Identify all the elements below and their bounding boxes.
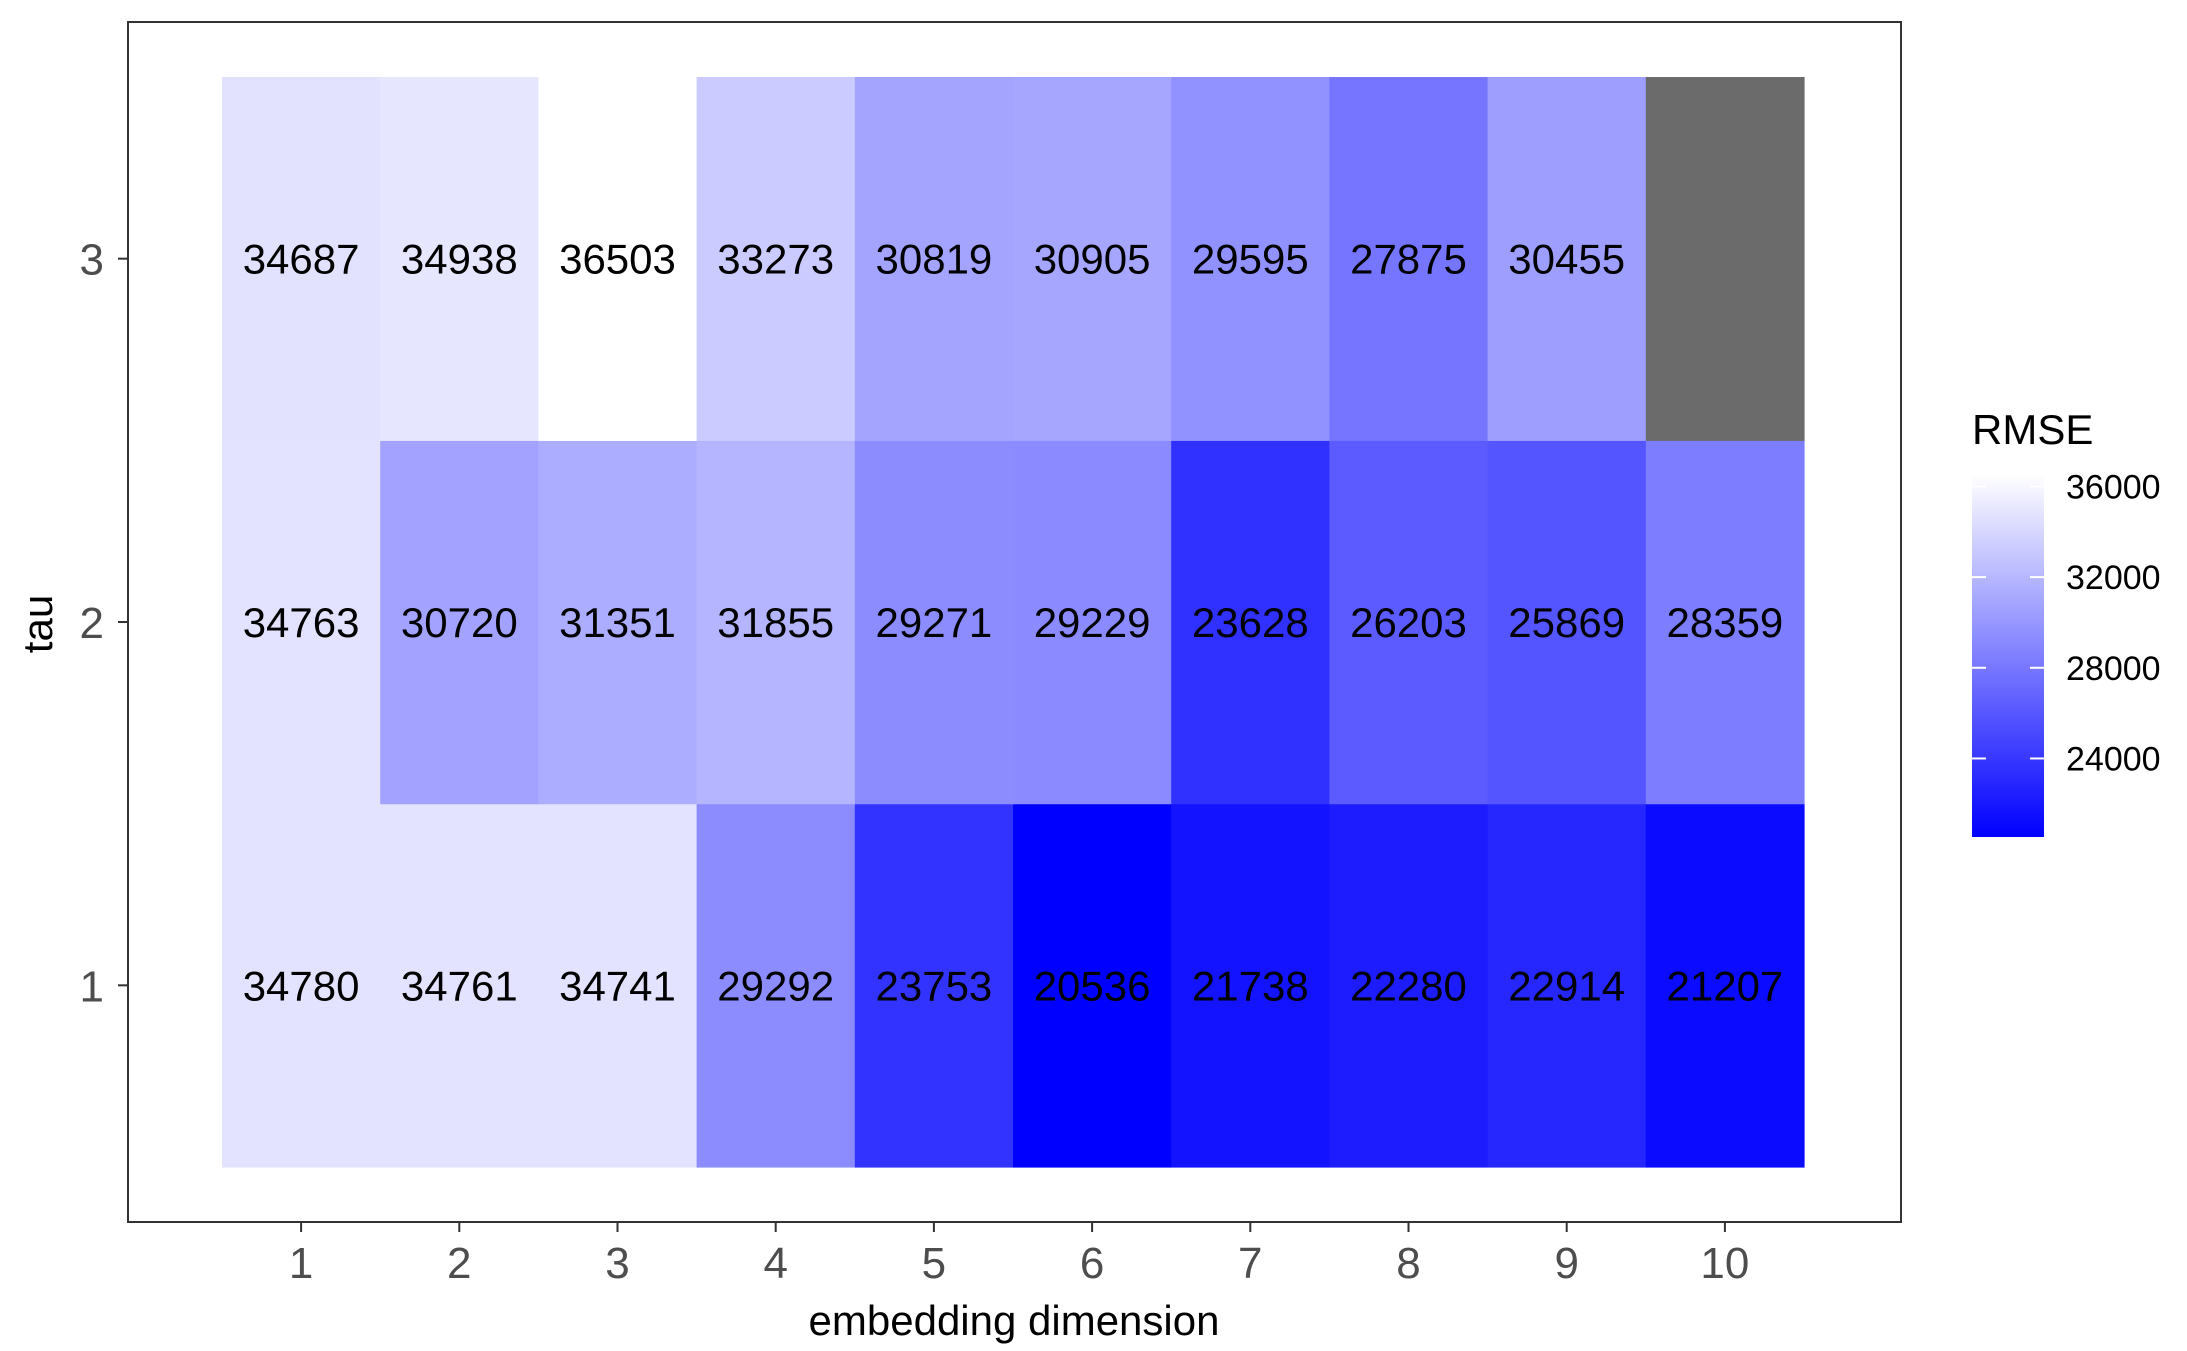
cell-value-label: 23753 <box>876 962 993 1009</box>
legend-title: RMSE <box>1972 406 2093 453</box>
cell-value-label: 34763 <box>243 599 360 646</box>
x-tick-label: 3 <box>605 1239 629 1288</box>
x-tick-label: 1 <box>289 1239 313 1288</box>
cell-value-label: 31351 <box>559 599 676 646</box>
cell-value-label: 30720 <box>401 599 518 646</box>
color-legend: RMSE 36000 32000 28000 24000 <box>1972 406 2161 837</box>
legend-break-label: 36000 <box>2066 468 2161 506</box>
cell-value-label: 34687 <box>243 236 360 283</box>
x-tick-label: 9 <box>1554 1239 1578 1288</box>
cell-value-label: 28359 <box>1667 599 1784 646</box>
cell-value-label: 20536 <box>1034 962 1151 1009</box>
cell-value-label: 29271 <box>876 599 993 646</box>
x-tick-label: 6 <box>1080 1239 1104 1288</box>
y-axis: 1 2 3 <box>80 236 128 1012</box>
y-tick-label: 1 <box>80 962 104 1011</box>
x-tick-label: 10 <box>1700 1239 1749 1288</box>
y-axis-title: tau <box>14 595 61 653</box>
y-tick-label: 3 <box>80 236 104 285</box>
cell-value-label: 34761 <box>401 962 518 1009</box>
cell-value-label: 29229 <box>1034 599 1151 646</box>
legend-colorbar <box>1972 475 2044 837</box>
cell-value-label: 34741 <box>559 962 676 1009</box>
x-axis-title: embedding dimension <box>809 1297 1220 1344</box>
cell-value-label: 25869 <box>1508 599 1625 646</box>
cell-value-label: 23628 <box>1192 599 1309 646</box>
x-tick-label: 8 <box>1396 1239 1420 1288</box>
cell-value-label: 30455 <box>1508 236 1625 283</box>
cell-value-label: 30905 <box>1034 236 1151 283</box>
x-tick-label: 2 <box>447 1239 471 1288</box>
cell-value-label: 27875 <box>1350 236 1467 283</box>
cell-value-label: 36503 <box>559 236 676 283</box>
cell-value-label: 21738 <box>1192 962 1309 1009</box>
cell-value-label: 29595 <box>1192 236 1309 283</box>
cell-value-label: 21207 <box>1667 962 1784 1009</box>
heatmap-cell <box>1646 77 1805 441</box>
cell-value-label: 22914 <box>1508 962 1625 1009</box>
cell-value-label: 34780 <box>243 962 360 1009</box>
x-tick-label: 5 <box>922 1239 946 1288</box>
legend-break-label: 28000 <box>2066 650 2161 688</box>
cell-value-label: 30819 <box>876 236 993 283</box>
y-tick-label: 2 <box>80 599 104 648</box>
cell-value-label: 33273 <box>717 236 834 283</box>
cell-value-label: 31855 <box>717 599 834 646</box>
cell-value-label: 34938 <box>401 236 518 283</box>
legend-break-label: 24000 <box>2066 740 2161 778</box>
cell-value-label: 26203 <box>1350 599 1467 646</box>
x-tick-label: 4 <box>763 1239 787 1288</box>
x-axis: 1 2 3 4 5 6 7 8 9 10 <box>289 1222 1750 1288</box>
cell-value-label: 22280 <box>1350 962 1467 1009</box>
cell-value-label: 29292 <box>717 962 834 1009</box>
x-tick-label: 7 <box>1238 1239 1262 1288</box>
legend-break-label: 32000 <box>2066 559 2161 597</box>
